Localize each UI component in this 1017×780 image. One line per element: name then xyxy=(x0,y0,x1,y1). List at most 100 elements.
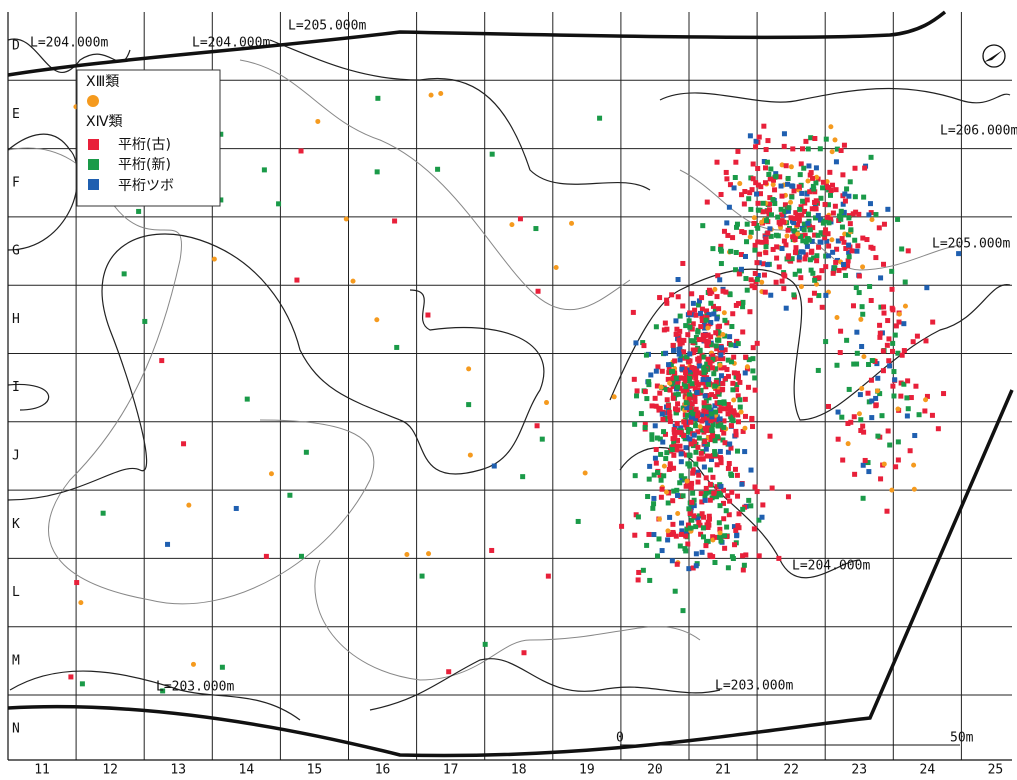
point xyxy=(823,218,829,224)
point xyxy=(725,357,731,363)
point xyxy=(712,438,718,444)
point xyxy=(491,463,497,469)
point xyxy=(798,204,804,210)
point xyxy=(898,393,904,399)
point xyxy=(916,412,922,418)
point xyxy=(875,375,881,381)
point xyxy=(719,349,725,355)
point xyxy=(833,259,839,265)
point xyxy=(678,473,684,479)
point xyxy=(641,343,647,349)
point xyxy=(846,249,852,255)
point xyxy=(795,231,801,237)
point xyxy=(670,375,676,381)
point xyxy=(298,553,304,559)
point xyxy=(785,175,791,181)
point xyxy=(899,246,905,252)
point xyxy=(700,415,706,421)
point xyxy=(730,380,736,386)
point xyxy=(779,212,785,218)
point xyxy=(728,414,734,420)
point xyxy=(797,172,803,178)
point xyxy=(895,216,901,222)
point xyxy=(671,347,677,353)
row-label: G xyxy=(12,244,20,259)
point xyxy=(674,326,680,332)
point xyxy=(646,379,652,385)
point xyxy=(854,329,860,335)
point xyxy=(673,533,679,539)
point xyxy=(730,387,736,393)
point xyxy=(685,541,691,547)
point xyxy=(644,542,650,548)
point xyxy=(692,372,698,378)
point xyxy=(695,444,701,450)
point xyxy=(885,428,891,434)
point xyxy=(705,519,711,525)
point xyxy=(701,322,707,328)
point xyxy=(712,560,718,566)
point xyxy=(752,242,758,248)
point xyxy=(679,477,685,483)
point xyxy=(823,292,829,298)
point xyxy=(350,278,356,284)
point xyxy=(836,213,842,219)
point xyxy=(755,225,761,231)
point xyxy=(832,265,838,271)
point xyxy=(693,441,699,447)
point xyxy=(718,538,724,544)
point xyxy=(695,516,701,522)
point xyxy=(715,423,721,429)
point xyxy=(892,377,898,383)
point xyxy=(752,247,758,253)
point xyxy=(742,189,748,195)
point xyxy=(830,270,836,276)
point xyxy=(672,423,678,429)
point xyxy=(706,312,712,318)
point xyxy=(716,330,722,336)
point xyxy=(847,221,853,227)
point xyxy=(733,428,739,434)
point xyxy=(662,320,668,326)
point xyxy=(700,377,706,383)
point xyxy=(211,256,217,262)
point xyxy=(136,208,142,214)
point xyxy=(769,485,775,491)
point xyxy=(747,190,753,196)
point xyxy=(868,244,874,250)
point xyxy=(690,467,696,473)
point xyxy=(676,351,682,357)
point xyxy=(901,321,907,327)
point xyxy=(689,414,695,420)
point xyxy=(740,299,746,305)
point xyxy=(663,456,669,462)
point xyxy=(775,214,781,220)
point xyxy=(792,237,798,243)
point xyxy=(654,435,660,441)
point xyxy=(159,358,165,364)
point xyxy=(782,208,788,214)
point xyxy=(632,473,638,479)
point xyxy=(841,209,847,215)
scale-label: 0 xyxy=(616,731,624,746)
point xyxy=(703,490,709,496)
point xyxy=(841,239,847,245)
point xyxy=(698,324,704,330)
point xyxy=(849,248,855,254)
point xyxy=(685,332,691,338)
point xyxy=(747,133,753,139)
column-label: 12 xyxy=(102,763,118,778)
point xyxy=(699,511,705,517)
point xyxy=(661,429,667,435)
point xyxy=(807,297,813,303)
point xyxy=(796,257,802,263)
point xyxy=(244,396,250,402)
point xyxy=(812,277,818,283)
point xyxy=(881,304,887,310)
point xyxy=(905,248,911,254)
point xyxy=(731,397,737,403)
point xyxy=(758,184,764,190)
point xyxy=(793,245,799,251)
point xyxy=(878,304,884,310)
point xyxy=(683,533,689,539)
